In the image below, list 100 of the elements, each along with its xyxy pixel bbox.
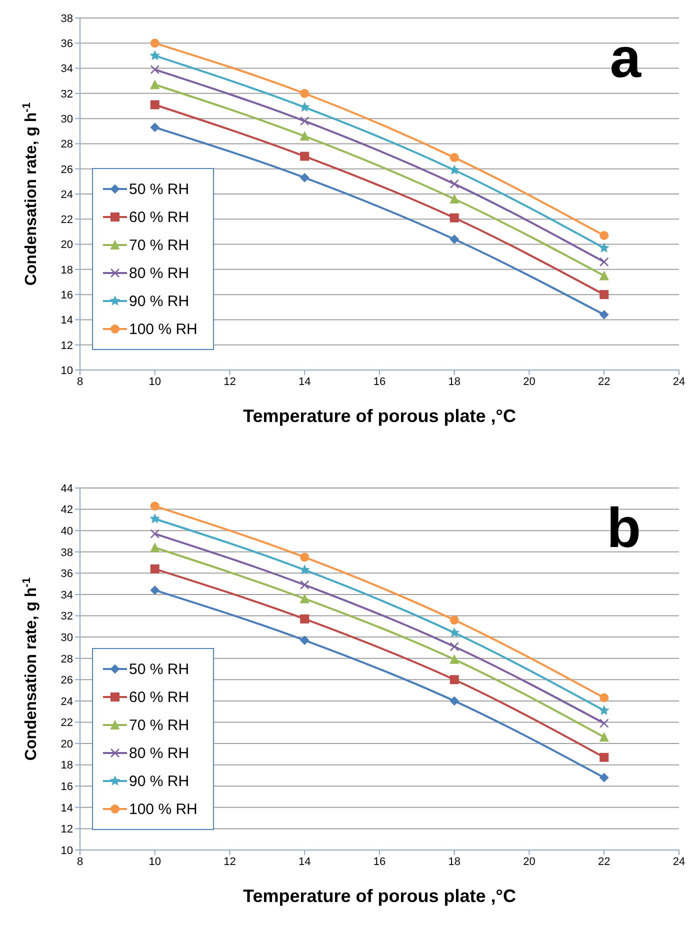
point [600,773,609,782]
legend-label: 60 % RH [129,208,190,226]
y-tick-label: 26 [60,674,73,687]
x-tick-label: 10 [148,856,161,868]
x-tick-label: 10 [148,376,161,388]
point [300,173,310,182]
point [450,213,459,222]
legend-label: 50 % RH [129,180,190,198]
x-tick-label: 16 [373,856,386,868]
y-tick-label: 16 [60,781,73,794]
y-tick-label: 44 [60,482,73,495]
point [450,616,459,625]
y-tick-label: 28 [60,653,73,666]
legend-label: 50 % RH [129,660,190,678]
y-tick-label: 12 [60,824,73,836]
point [600,271,609,280]
point [150,64,160,74]
x-tick-label: 12 [224,856,236,868]
x-tick-label: 20 [523,856,536,868]
point [449,628,460,638]
legend-label: 100 % RH [129,320,198,338]
x-tick-label: 8 [76,376,84,388]
legend-label: 80 % RH [129,264,190,282]
point [599,718,609,728]
y-tick-label: 36 [60,38,73,50]
x-tick-label: 16 [373,376,386,388]
y-tick-label: 18 [60,264,73,276]
point [450,675,459,684]
point [300,564,310,574]
point [599,257,609,267]
point [150,122,160,132]
y-tick-label: 32 [60,88,73,100]
y-tick-label: 34 [60,63,73,76]
point [150,529,160,538]
x-tick-label: 12 [224,376,236,388]
point [599,705,610,715]
y-tick-label: 40 [60,525,73,538]
point [450,654,459,664]
point [600,290,609,300]
point [450,179,460,189]
legend-label: 100 % RH [129,800,198,818]
legend-label: 90 % RH [129,292,190,310]
x-tick-label: 18 [448,856,460,868]
y-tick-label: 20 [60,738,73,750]
point [150,100,160,110]
y-tick-label: 26 [60,164,73,176]
y-tick-label: 30 [60,632,73,644]
point [300,132,310,141]
y-tick-label: 34 [60,589,73,602]
annotation: b [606,496,641,559]
y-tick-label: 24 [60,696,73,708]
x-tick-label: 18 [448,376,460,388]
point [450,642,460,652]
point [150,586,160,595]
point [300,594,310,604]
y-tick-label: 14 [60,802,73,814]
point [300,88,310,98]
x-tick-label: 24 [672,856,686,868]
point [600,752,609,762]
x-axis-title: Temperature of porous plate ,°C [243,886,516,906]
y-tick-label: 30 [60,113,73,126]
point [450,696,459,706]
point [600,230,609,240]
x-tick-label: 8 [76,856,84,868]
x-tick-label: 22 [598,856,610,868]
point [300,636,310,645]
point [450,234,459,244]
point [599,242,610,252]
y-tick-label: 42 [60,504,73,516]
x-tick-label: 22 [598,376,610,388]
x-tick-label: 20 [523,376,536,388]
x-tick-label: 14 [298,856,311,868]
y-tick-label: 32 [60,610,73,623]
point [150,502,160,511]
point [300,116,310,126]
point [449,164,460,174]
legend-label: 80 % RH [129,744,190,762]
y-tick-label: 28 [60,138,73,151]
legend-label: 90 % RH [129,772,190,790]
legend-label: 70 % RH [129,236,190,254]
point [600,693,609,702]
y-tick-label: 16 [60,289,73,302]
point [150,80,160,90]
legend-label: 60 % RH [129,688,190,706]
point [600,310,609,320]
y-tick-label: 24 [60,188,73,201]
x-tick-label: 24 [672,376,686,388]
point [600,732,609,742]
legend-label: 70 % RH [129,716,190,734]
y-tick-label: 10 [60,844,73,857]
point [300,614,310,624]
y-tick-label: 20 [60,239,73,252]
x-axis-title: Temperature of porous plate ,°C [243,406,516,426]
y-tick-label: 38 [60,12,73,25]
point [300,552,310,562]
y-tick-label: 10 [60,364,73,377]
y-tick-label: 12 [60,340,73,352]
y-tick-label: 18 [60,760,73,772]
point [150,514,160,524]
y-tick-label: 22 [60,717,73,730]
